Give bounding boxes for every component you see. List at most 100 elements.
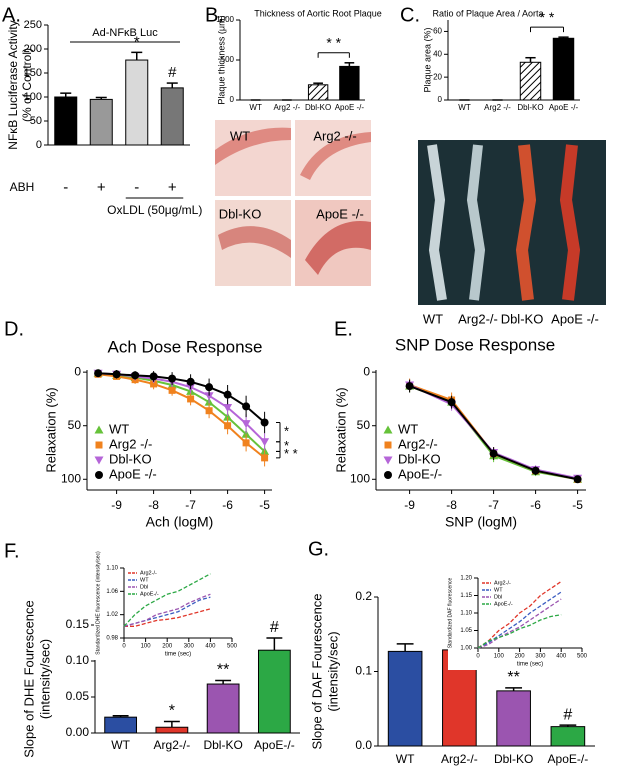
y-axis-label: Relaxation (%): [333, 387, 348, 472]
x-tick-label: 500: [227, 644, 238, 650]
significance-mark: * *: [284, 446, 298, 461]
series-line: [477, 598, 562, 649]
x-axis-label: time (sec): [517, 662, 543, 668]
x-tick-label: WT: [111, 738, 130, 752]
x-axis-label: time (sec): [165, 652, 191, 658]
bar: [519, 61, 542, 101]
marker: [224, 422, 232, 430]
y-tick-label: 50: [30, 115, 42, 127]
panel-letter: E.: [334, 318, 353, 340]
legend-label: WT: [398, 421, 418, 436]
panel-letter: A.: [2, 4, 21, 26]
significance-mark: *: [284, 424, 289, 439]
y-axis-label: Plaque area (%): [422, 27, 432, 92]
marker: [186, 377, 195, 386]
marker: [150, 380, 158, 388]
marker: [384, 471, 392, 479]
significance-mark: **: [217, 662, 229, 679]
x-tick-label: 0: [122, 644, 126, 650]
x-tick-label: 400: [556, 654, 567, 660]
bar: [307, 84, 329, 101]
marker: [241, 420, 251, 429]
marker: [260, 418, 269, 427]
bar: [155, 726, 189, 734]
significance-mark: #: [168, 64, 177, 81]
marker: [242, 402, 251, 411]
y-tick-label: 1000: [216, 15, 234, 24]
marker: [241, 429, 251, 438]
series-line: [123, 573, 211, 627]
y-tick-label: 0: [36, 139, 42, 151]
bar: [125, 59, 149, 146]
significance-mark: #: [563, 706, 572, 723]
y-tick-label: 0.05: [66, 689, 90, 703]
x-tick-label: -7: [185, 498, 196, 512]
marker: [95, 441, 103, 449]
marker: [260, 438, 270, 447]
x-tick-label: 300: [184, 644, 195, 650]
y-axis-label: Slope of DAF Fourescence: [309, 593, 324, 749]
y-tick-label: 1.06: [106, 589, 118, 595]
x-tick-label: ApoE -/-: [549, 103, 579, 112]
legend-label: Arg2-/-: [494, 580, 511, 586]
x-tick-label: 100: [141, 644, 152, 650]
chart-title: SNP Dose Response: [395, 335, 555, 354]
image-label: WT: [230, 128, 250, 143]
x-tick-label: 200: [515, 654, 526, 660]
x-tick-label: Dbl-KO: [203, 738, 242, 752]
y-tick-label: 50: [68, 418, 82, 432]
panel-letter: F.: [4, 540, 20, 562]
x-tick-label: Arg2 -/-: [484, 103, 511, 112]
chart-title: Ratio of Plaque Area / Aorta: [432, 8, 543, 18]
inset-background: [94, 564, 242, 660]
x-tick-label: -9: [404, 498, 415, 512]
x-tick-label: +: [97, 179, 106, 196]
y-tick-label: 60: [433, 27, 442, 36]
x-tick-label: -: [134, 179, 139, 196]
marker: [223, 412, 233, 421]
y-tick-label: 1.02: [106, 612, 118, 618]
marker: [405, 382, 414, 391]
x-tick-label: 300: [535, 654, 546, 660]
row-label: ABH: [10, 180, 35, 194]
y-tick-label: 250: [24, 19, 42, 31]
legend-label: Dbl-KO: [109, 451, 152, 466]
significance-mark: * *: [326, 35, 341, 51]
bar: [89, 98, 113, 146]
x-tick-label: -: [63, 179, 68, 196]
legend-label: Arg2-/-: [140, 570, 157, 576]
marker: [489, 449, 498, 458]
y-tick-label: 1.00: [460, 646, 472, 652]
marker: [168, 374, 177, 383]
legend-label: WT: [140, 577, 149, 583]
chart-title: Thickness of Aortic Root Plaque: [254, 8, 382, 18]
marker: [187, 395, 195, 403]
legend-label: Dbl: [494, 594, 502, 600]
x-tick-label: -5: [259, 498, 270, 512]
histology-images: [215, 120, 371, 286]
series-line: [123, 593, 211, 627]
marker: [168, 386, 176, 394]
x-tick-label: Arg2-/-: [441, 752, 478, 766]
marker: [131, 371, 140, 380]
x-tick-label: ApoE-/-: [254, 738, 295, 752]
y-tick-label: 50: [357, 418, 371, 432]
marker: [384, 441, 392, 449]
legend-label: Arg2 -/-: [109, 436, 152, 451]
legend-label: ApoE-/-: [494, 601, 513, 607]
y-tick-label: 0: [363, 364, 370, 378]
marker: [261, 454, 269, 462]
legend-label: Dbl: [140, 584, 148, 590]
marker: [205, 383, 214, 392]
x-tick-label: Arg2-/-: [154, 738, 191, 752]
image-label: Arg2 -/-: [313, 128, 356, 143]
panel-letter: B.: [205, 4, 224, 26]
y-tick-label: 1.05: [460, 628, 472, 634]
x-tick-label: Dbl-KO: [305, 103, 331, 112]
marker: [94, 425, 104, 434]
x-tick-label: 500: [577, 654, 588, 660]
x-axis-label: Ach (logM): [146, 514, 214, 530]
chart-title: Ad-NFκB Luc: [92, 27, 158, 39]
x-tick-label: WT: [458, 103, 471, 112]
